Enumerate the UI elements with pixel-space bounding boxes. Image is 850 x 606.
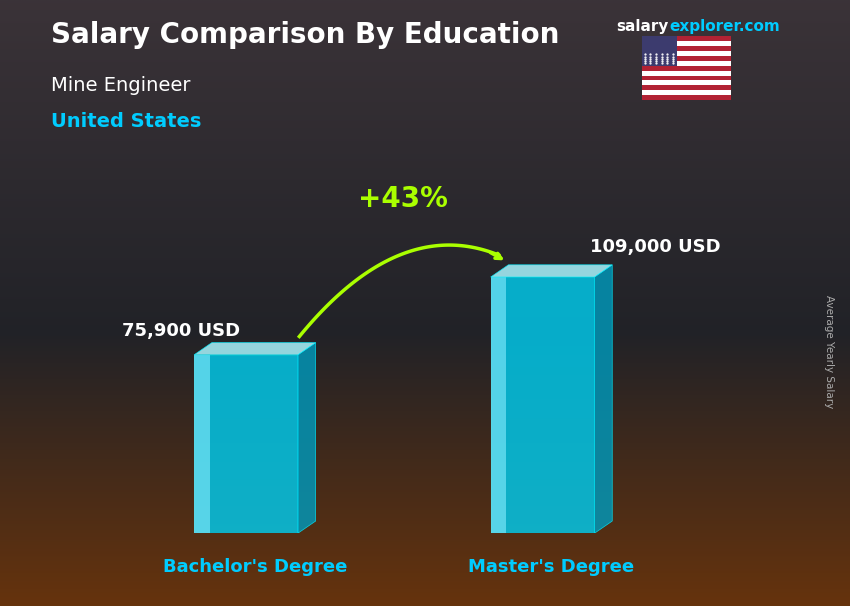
Polygon shape xyxy=(594,265,612,533)
Bar xyxy=(642,36,731,41)
Text: explorer.com: explorer.com xyxy=(670,19,780,35)
Polygon shape xyxy=(194,355,210,533)
Polygon shape xyxy=(194,342,315,355)
Polygon shape xyxy=(490,277,507,533)
Bar xyxy=(642,46,731,51)
Bar xyxy=(642,90,731,95)
Bar xyxy=(642,36,677,65)
Text: 109,000 USD: 109,000 USD xyxy=(590,238,721,256)
Text: salary: salary xyxy=(616,19,669,35)
Polygon shape xyxy=(194,355,298,533)
Text: 75,900 USD: 75,900 USD xyxy=(122,322,240,339)
Polygon shape xyxy=(490,265,612,277)
Bar xyxy=(642,51,731,56)
Bar xyxy=(642,61,731,65)
Text: Average Yearly Salary: Average Yearly Salary xyxy=(824,295,834,408)
Bar xyxy=(642,41,731,46)
Bar xyxy=(642,65,731,71)
Polygon shape xyxy=(490,277,594,533)
Bar xyxy=(642,95,731,100)
Polygon shape xyxy=(298,342,315,533)
Text: United States: United States xyxy=(51,112,201,131)
Text: Salary Comparison By Education: Salary Comparison By Education xyxy=(51,21,559,49)
Bar xyxy=(642,76,731,81)
Text: Bachelor's Degree: Bachelor's Degree xyxy=(162,558,347,576)
Bar xyxy=(642,85,731,90)
Bar xyxy=(642,56,731,61)
Text: Mine Engineer: Mine Engineer xyxy=(51,76,190,95)
Bar xyxy=(642,71,731,76)
Bar xyxy=(642,81,731,85)
Text: +43%: +43% xyxy=(358,185,448,213)
Text: Master's Degree: Master's Degree xyxy=(468,558,634,576)
